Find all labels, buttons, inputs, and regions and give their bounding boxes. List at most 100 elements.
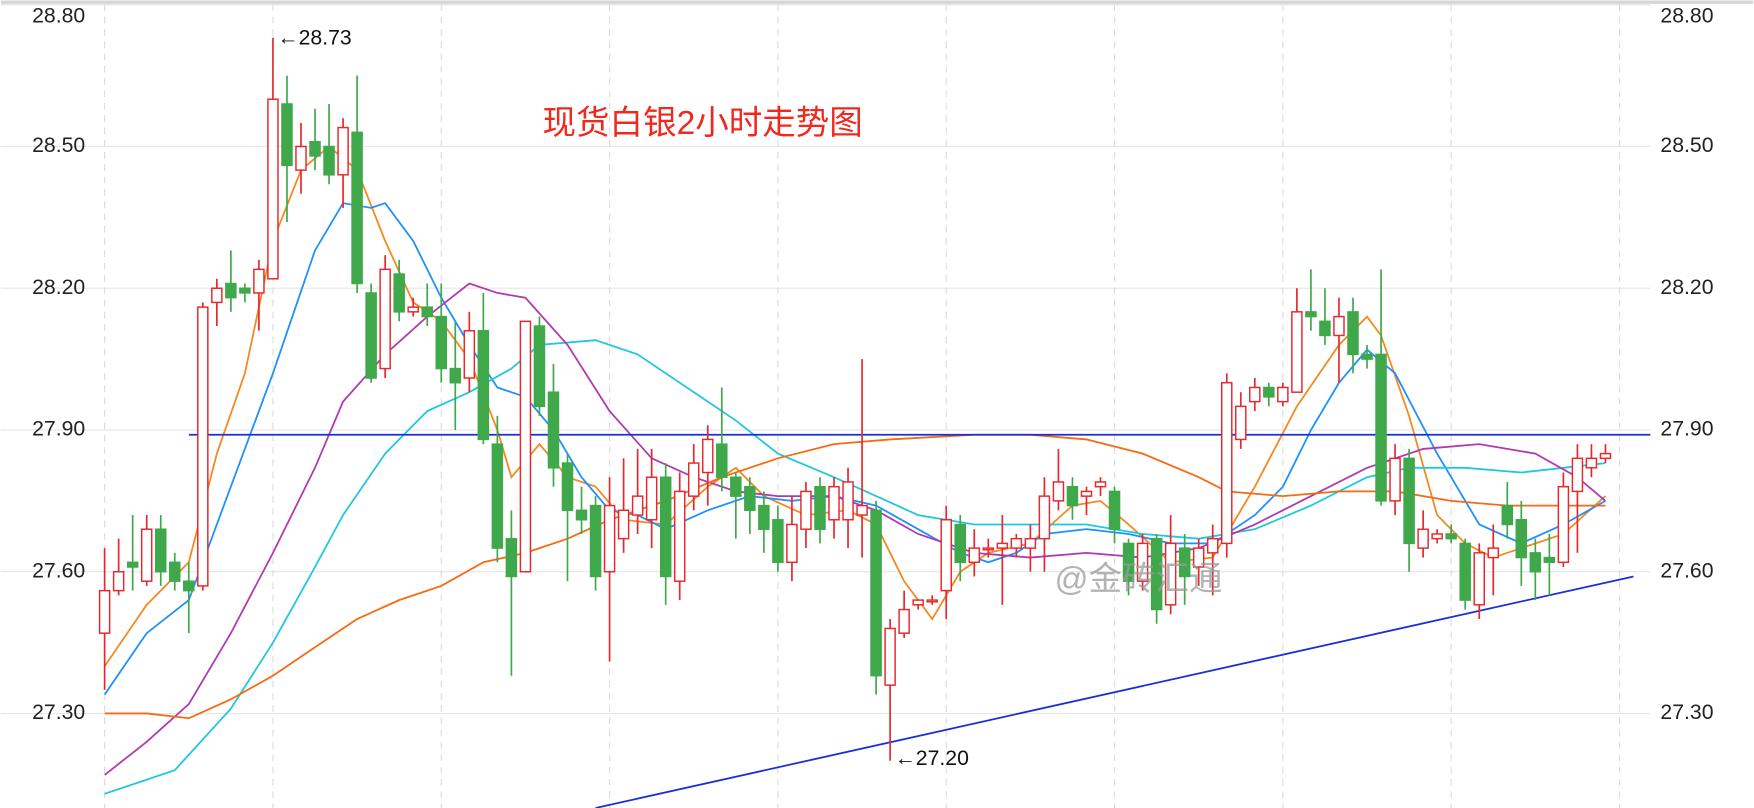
- candle-body: [1277, 386, 1289, 403]
- candle-body: [379, 268, 391, 370]
- annotation: ←28.73: [277, 27, 351, 50]
- y-tick-label: 27.30: [32, 701, 85, 724]
- candle-body: [814, 485, 826, 530]
- candle-body: [1094, 481, 1107, 488]
- candle-body: [140, 528, 153, 582]
- candle-body: [1291, 311, 1303, 393]
- candle-body: [1305, 311, 1317, 318]
- candle-body: [1150, 537, 1163, 611]
- indicator-line: [103, 202, 1606, 696]
- candle-body: [856, 504, 868, 516]
- candle-body: [281, 103, 293, 167]
- candle-body: [267, 98, 279, 280]
- candle-body: [716, 443, 728, 478]
- candle-body: [1066, 485, 1079, 507]
- watermark: @金砖汇通: [1054, 561, 1222, 598]
- y-tick-label: 28.20: [32, 276, 85, 299]
- y-tick-label: 27.60: [32, 559, 85, 582]
- candle-body: [1080, 490, 1093, 497]
- candle-body: [1347, 311, 1359, 356]
- candle-body: [1445, 533, 1457, 540]
- candle-body: [449, 367, 462, 384]
- candle-body: [211, 287, 223, 304]
- candle-body: [407, 306, 419, 313]
- y-tick-label: 28.50: [32, 134, 85, 157]
- indicator-line: [104, 433, 1606, 720]
- candle-body: [687, 462, 700, 497]
- candle-body: [786, 523, 798, 564]
- candle-body: [1361, 353, 1373, 360]
- candle-body: [1515, 519, 1528, 559]
- candle-body: [126, 561, 139, 568]
- candle-body: [1333, 315, 1345, 337]
- candle-body: [954, 523, 967, 564]
- candle-body: [730, 476, 742, 497]
- candle-body: [996, 542, 1009, 549]
- candle-body: [884, 627, 896, 686]
- candle-body: [505, 537, 518, 578]
- candle-body: [491, 443, 504, 549]
- y2-tick-label: 27.30: [1660, 701, 1713, 724]
- candle-body: [112, 571, 125, 592]
- candle-body: [183, 580, 195, 592]
- candle-body: [393, 273, 405, 313]
- candle-body: [1010, 537, 1023, 549]
- candle-body: [828, 485, 840, 521]
- candle-body: [1024, 537, 1037, 549]
- candle-body: [1263, 386, 1275, 398]
- candle-body: [968, 547, 981, 564]
- candle-body: [239, 287, 251, 294]
- candle-body: [197, 306, 209, 587]
- candle-body: [519, 320, 532, 573]
- candle-body: [421, 306, 433, 318]
- candle-body: [1487, 547, 1500, 559]
- y2-tick-label: 28.20: [1660, 276, 1713, 299]
- candle-body: [898, 608, 910, 634]
- candle-body: [926, 599, 938, 603]
- candle-body: [645, 476, 658, 521]
- candle-body: [870, 509, 882, 677]
- candle-body: [1249, 386, 1261, 403]
- candle-body: [772, 519, 784, 564]
- candle-body: [1319, 320, 1331, 337]
- candle-body: [169, 561, 181, 582]
- candle-body: [1473, 552, 1485, 606]
- annotation: ←27.20: [895, 747, 969, 770]
- candle-body: [295, 145, 307, 171]
- candle-body: [561, 462, 574, 512]
- candle-body: [617, 509, 630, 540]
- candle-body: [912, 599, 924, 606]
- y2-tick-label: 28.80: [1660, 4, 1713, 27]
- candle-body: [1220, 382, 1233, 545]
- candle-body: [547, 391, 560, 469]
- candle-body: [1178, 547, 1191, 578]
- candle-body: [1501, 504, 1514, 526]
- candle-body: [744, 485, 756, 512]
- candle-body: [575, 509, 588, 521]
- candle-body: [1375, 353, 1387, 502]
- candle-body: [673, 490, 686, 582]
- candle-body: [309, 141, 321, 157]
- candle-body: [1431, 533, 1443, 540]
- candle-body: [477, 330, 490, 441]
- indicator-line: [104, 339, 1606, 795]
- candle-body: [154, 528, 167, 573]
- candle-body: [225, 282, 237, 299]
- candle-body: [1543, 556, 1556, 564]
- candle-body: [1417, 528, 1429, 549]
- candle-body: [1529, 552, 1542, 573]
- candle-body: [702, 438, 714, 474]
- chart-title: 现货白银2小时走势图: [543, 105, 863, 142]
- candle-body: [1459, 542, 1471, 601]
- candle-body: [659, 476, 672, 578]
- candle-body: [940, 519, 952, 592]
- y2-tick-label: 27.60: [1660, 559, 1713, 582]
- candle-body: [1585, 457, 1598, 469]
- candle-body: [1599, 452, 1612, 460]
- candle-body: [1557, 485, 1570, 564]
- candle-body: [1136, 542, 1149, 582]
- candle-body: [253, 268, 265, 294]
- candle-body: [533, 325, 546, 408]
- candle-body: [365, 292, 377, 379]
